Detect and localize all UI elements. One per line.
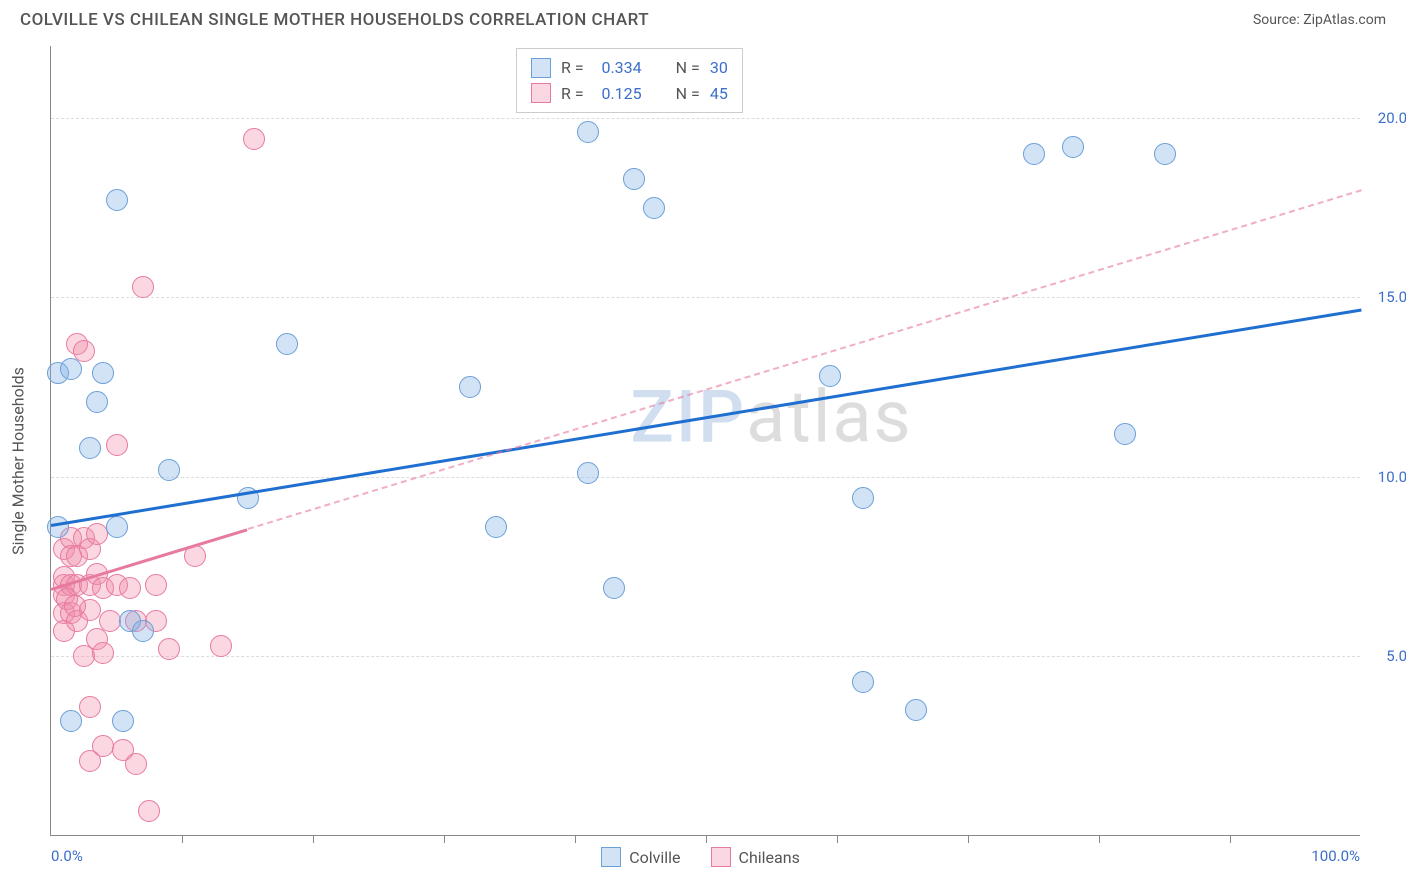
- gridline: [51, 477, 1360, 478]
- chileans-point: [73, 645, 95, 667]
- colville-point: [852, 487, 874, 509]
- colville-point: [79, 437, 101, 459]
- chileans-point: [158, 638, 180, 660]
- legend-item: Chileans: [711, 847, 800, 867]
- colville-point: [1023, 143, 1045, 165]
- trend-line: [247, 190, 1361, 531]
- legend-r-value: 0.125: [594, 81, 642, 107]
- legend-n-value: 45: [710, 81, 728, 107]
- legend-item: Colville: [601, 847, 680, 867]
- y-tick-label: 5.0%: [1386, 647, 1406, 665]
- x-tick: [1099, 835, 1100, 843]
- colville-point: [1114, 423, 1136, 445]
- colville-point: [106, 516, 128, 538]
- chileans-point: [92, 642, 114, 664]
- colville-point: [577, 121, 599, 143]
- chart-area: Single Mother Households 5.0% 10.0% 15.0% 2…: [0, 36, 1406, 886]
- correlation-legend: R = 0.334 N = 30 R = 0.125 N = 45: [516, 48, 743, 113]
- colville-point: [577, 462, 599, 484]
- x-tick: [575, 835, 576, 843]
- x-tick: [182, 835, 183, 843]
- y-tick-label: 15.0%: [1378, 288, 1406, 306]
- x-tick: [444, 835, 445, 843]
- chileans-point: [132, 276, 154, 298]
- series-legend: Colville Chileans: [601, 847, 800, 867]
- header: COLVILLE VS CHILEAN SINGLE MOTHER HOUSEH…: [0, 0, 1406, 36]
- chileans-point: [106, 434, 128, 456]
- legend-swatch: [531, 83, 551, 103]
- colville-point: [485, 516, 507, 538]
- colville-point: [1154, 143, 1176, 165]
- x-tick: [837, 835, 838, 843]
- watermark: ZIPatlas: [630, 375, 912, 460]
- legend-r-label: R =: [561, 55, 584, 81]
- x-tick: [1230, 835, 1231, 843]
- source-name[interactable]: ZipAtlas.com: [1303, 12, 1386, 28]
- legend-swatch: [531, 58, 551, 78]
- colville-point: [158, 459, 180, 481]
- legend-n-label: N =: [676, 81, 700, 107]
- colville-point: [459, 376, 481, 398]
- legend-row: R = 0.334 N = 30: [531, 55, 728, 81]
- x-tick-label: 0.0%: [51, 847, 83, 865]
- colville-point: [112, 710, 134, 732]
- gridline: [51, 297, 1360, 298]
- y-tick-label: 10.0%: [1378, 468, 1406, 486]
- colville-point: [819, 365, 841, 387]
- chileans-point: [79, 696, 101, 718]
- colville-point: [86, 391, 108, 413]
- chart-title: COLVILLE VS CHILEAN SINGLE MOTHER HOUSEH…: [20, 10, 649, 30]
- legend-label: Chileans: [739, 848, 800, 867]
- gridline: [51, 118, 1360, 119]
- legend-label: Colville: [629, 848, 680, 867]
- legend-n-label: N =: [676, 55, 700, 81]
- chileans-point: [125, 753, 147, 775]
- chileans-point: [210, 635, 232, 657]
- chileans-point: [138, 800, 160, 822]
- colville-point: [47, 516, 69, 538]
- colville-point: [92, 362, 114, 384]
- legend-n-value: 30: [710, 55, 728, 81]
- colville-point: [106, 189, 128, 211]
- legend-r-label: R =: [561, 81, 584, 107]
- chileans-point: [119, 577, 141, 599]
- source: Source: ZipAtlas.com: [1253, 12, 1386, 28]
- colville-point: [603, 577, 625, 599]
- legend-swatch: [601, 847, 621, 867]
- colville-point: [60, 358, 82, 380]
- legend-swatch: [711, 847, 731, 867]
- plot: 5.0%10.0%15.0%20.0%0.0%100.0%ZIPatlasR =…: [50, 46, 1360, 836]
- legend-row: R = 0.125 N = 45: [531, 81, 728, 107]
- chileans-point: [243, 128, 265, 150]
- source-label: Source:: [1253, 12, 1300, 28]
- colville-point: [132, 620, 154, 642]
- x-tick: [313, 835, 314, 843]
- colville-point: [623, 168, 645, 190]
- colville-point: [643, 197, 665, 219]
- colville-point: [852, 671, 874, 693]
- colville-point: [276, 333, 298, 355]
- colville-point: [1062, 136, 1084, 158]
- colville-point: [905, 699, 927, 721]
- colville-point: [60, 710, 82, 732]
- chileans-point: [145, 574, 167, 596]
- gridline: [51, 656, 1360, 657]
- y-axis-title: Single Mother Households: [9, 367, 28, 555]
- x-tick: [706, 835, 707, 843]
- legend-r-value: 0.334: [594, 55, 642, 81]
- y-tick-label: 20.0%: [1378, 109, 1406, 127]
- trend-line: [51, 308, 1361, 526]
- chileans-point: [64, 595, 86, 617]
- x-tick: [968, 835, 969, 843]
- chileans-point: [92, 735, 114, 757]
- x-tick-label: 100.0%: [1311, 847, 1360, 865]
